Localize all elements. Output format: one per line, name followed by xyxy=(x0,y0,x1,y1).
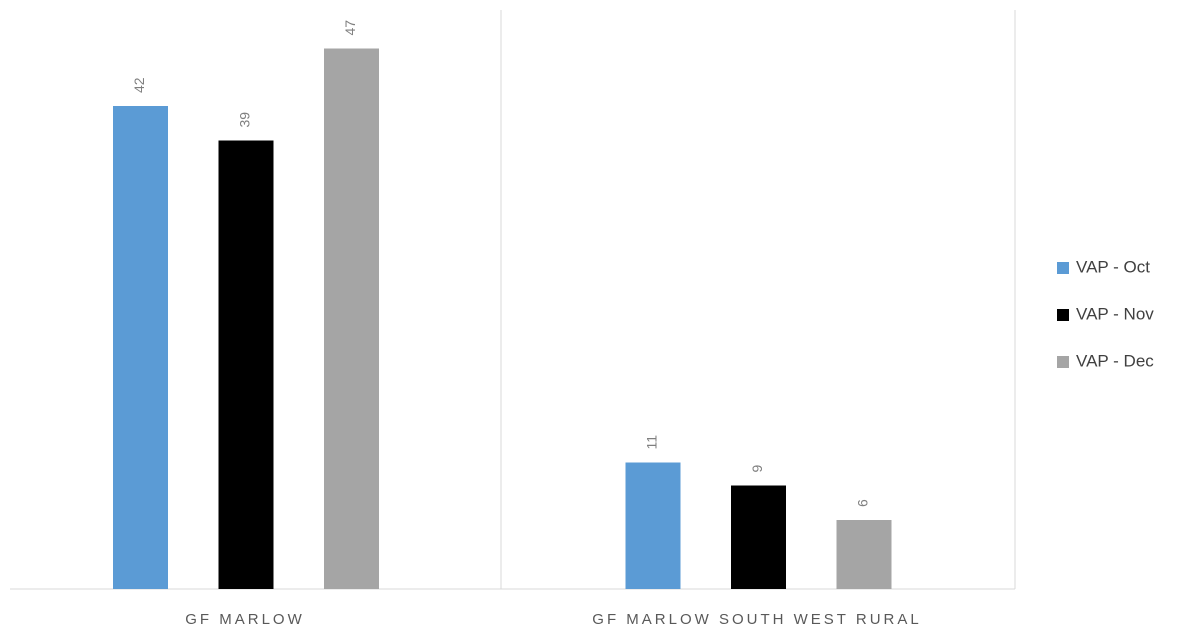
data-label: 9 xyxy=(749,465,765,473)
data-label: 47 xyxy=(342,20,358,36)
legend-label: VAP - Dec xyxy=(1076,351,1154,370)
bar xyxy=(836,520,892,589)
category-labels: GF MARLOW GF MARLOW SOUTH WEST RURAL xyxy=(185,611,921,628)
legend-swatch xyxy=(1057,356,1069,368)
legend-label: VAP - Nov xyxy=(1076,304,1154,323)
legend-label: VAP - Oct xyxy=(1076,257,1150,276)
category-label: GF MARLOW SOUTH WEST RURAL xyxy=(592,611,921,628)
category-label: GF MARLOW xyxy=(185,611,305,628)
data-label: 42 xyxy=(131,77,147,93)
data-label: 39 xyxy=(237,112,253,128)
bars xyxy=(113,48,892,589)
bar xyxy=(731,485,786,589)
bar xyxy=(324,48,379,589)
legend: VAP - Oct VAP - Nov VAP - Dec xyxy=(1057,257,1154,370)
data-label: 11 xyxy=(644,435,660,450)
data-labels: 42 39 47 11 9 6 xyxy=(131,20,871,507)
bar xyxy=(625,462,681,589)
legend-swatch xyxy=(1057,262,1069,274)
legend-swatch xyxy=(1057,309,1069,321)
bar xyxy=(113,106,168,589)
data-label: 6 xyxy=(855,499,871,507)
bar xyxy=(218,140,274,589)
